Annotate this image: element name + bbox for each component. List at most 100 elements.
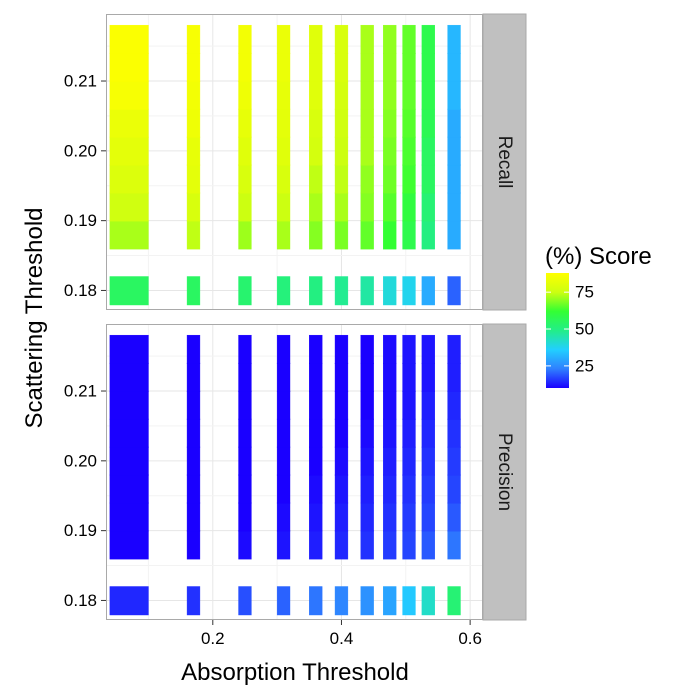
- y-axis-title: Scattering Threshold: [21, 207, 48, 428]
- heatmap-tile: [309, 80, 323, 110]
- heatmap-tile: [447, 474, 461, 504]
- heatmap-tile: [334, 446, 349, 476]
- heatmap-tile: [402, 418, 416, 448]
- panel-background: [106, 324, 483, 620]
- heatmap-tile: [402, 164, 416, 194]
- facet-strip: [482, 13, 527, 311]
- heatmap-tile: [421, 390, 435, 420]
- heatmap-tile: [421, 418, 435, 448]
- heatmap-tile: [360, 192, 374, 222]
- heatmap-tile: [402, 24, 416, 54]
- heatmap-tile: [186, 446, 201, 476]
- heatmap-tile: [360, 530, 374, 560]
- heatmap-tile: [334, 164, 349, 194]
- heatmap-tile: [402, 136, 416, 166]
- x-tick-label: 0.6: [458, 629, 482, 648]
- heatmap-tile: [276, 446, 291, 476]
- heatmap-tile: [186, 80, 201, 110]
- heatmap-tile: [309, 276, 323, 306]
- heatmap-tile: [421, 80, 435, 110]
- heatmap-tile: [421, 24, 435, 54]
- heatmap-tile: [402, 502, 416, 532]
- heatmap-tile: [186, 276, 201, 306]
- heatmap-tile: [238, 418, 252, 448]
- y-tick-label: 0.20: [64, 451, 97, 470]
- facet-panel-recall: Recall: [106, 13, 527, 311]
- heatmap-tile: [334, 136, 349, 166]
- heatmap-tile: [360, 136, 374, 166]
- heatmap-tile: [402, 108, 416, 138]
- heatmap-tile: [360, 362, 374, 392]
- heatmap-tile: [109, 502, 149, 532]
- heatmap-tile: [383, 220, 397, 250]
- heatmap-tile: [238, 52, 252, 82]
- heatmap-tile: [334, 24, 349, 54]
- heatmap-tile: [447, 220, 461, 250]
- heatmap-tile: [383, 108, 397, 138]
- heatmap-tile: [238, 24, 252, 54]
- heatmap-tile: [309, 192, 323, 222]
- heatmap-tile: [276, 586, 291, 616]
- heatmap-tile: [309, 164, 323, 194]
- heatmap-tile: [276, 334, 291, 364]
- heatmap-tile: [447, 136, 461, 166]
- heatmap-tile: [334, 108, 349, 138]
- heatmap-tile: [334, 418, 349, 448]
- heatmap-tile: [186, 192, 201, 222]
- heatmap-tile: [334, 52, 349, 82]
- heatmap-tile: [238, 474, 252, 504]
- heatmap-tile: [360, 586, 374, 616]
- heatmap-tile: [309, 530, 323, 560]
- heatmap-tile: [109, 136, 149, 166]
- heatmap-tile: [186, 390, 201, 420]
- panel-background: [106, 14, 483, 310]
- heatmap-tile: [447, 586, 461, 616]
- heatmap-tile: [276, 192, 291, 222]
- heatmap-tile: [334, 220, 349, 250]
- heatmap-tile: [309, 418, 323, 448]
- heatmap-tile: [309, 390, 323, 420]
- heatmap-tile: [186, 586, 201, 616]
- heatmap-tile: [109, 276, 149, 306]
- heatmap-tile: [447, 276, 461, 306]
- heatmap-tile: [109, 362, 149, 392]
- heatmap-tile: [238, 136, 252, 166]
- heatmap-tile: [447, 192, 461, 222]
- heatmap-tile: [402, 276, 416, 306]
- heatmap-tile: [276, 502, 291, 532]
- heatmap-tile: [276, 362, 291, 392]
- heatmap-tile: [360, 418, 374, 448]
- heatmap-tile: [109, 334, 149, 364]
- heatmap-tile: [383, 446, 397, 476]
- heatmap-tile: [109, 446, 149, 476]
- heatmap-tile: [421, 192, 435, 222]
- heatmap-tile: [421, 276, 435, 306]
- facet-strip-label: Precision: [494, 433, 515, 511]
- heatmap-tile: [186, 502, 201, 532]
- heatmap-tile: [421, 446, 435, 476]
- heatmap-tile: [447, 418, 461, 448]
- heatmap-tile: [402, 334, 416, 364]
- heatmap-tile: [109, 108, 149, 138]
- heatmap-tile: [186, 530, 201, 560]
- y-tick-label: 0.21: [64, 382, 97, 401]
- heatmap-tile: [109, 390, 149, 420]
- heatmap-tiles: [109, 24, 461, 306]
- heatmap-tile: [383, 136, 397, 166]
- heatmap-tile: [186, 164, 201, 194]
- heatmap-tile: [309, 446, 323, 476]
- heatmap-tile: [238, 80, 252, 110]
- heatmap-tile: [276, 418, 291, 448]
- heatmap-tile: [238, 446, 252, 476]
- heatmap-tile: [402, 530, 416, 560]
- heatmap-tile: [383, 276, 397, 306]
- heatmap-tile: [309, 136, 323, 166]
- heatmap-tile: [309, 334, 323, 364]
- y-tick-label: 0.21: [64, 72, 97, 91]
- facet-strip-label: Recall: [494, 136, 515, 189]
- y-tick-label: 0.19: [64, 521, 97, 540]
- heatmap-tile: [109, 220, 149, 250]
- x-axis-title: Absorption Threshold: [181, 659, 409, 686]
- heatmap-tile: [186, 418, 201, 448]
- heatmap-tile: [447, 446, 461, 476]
